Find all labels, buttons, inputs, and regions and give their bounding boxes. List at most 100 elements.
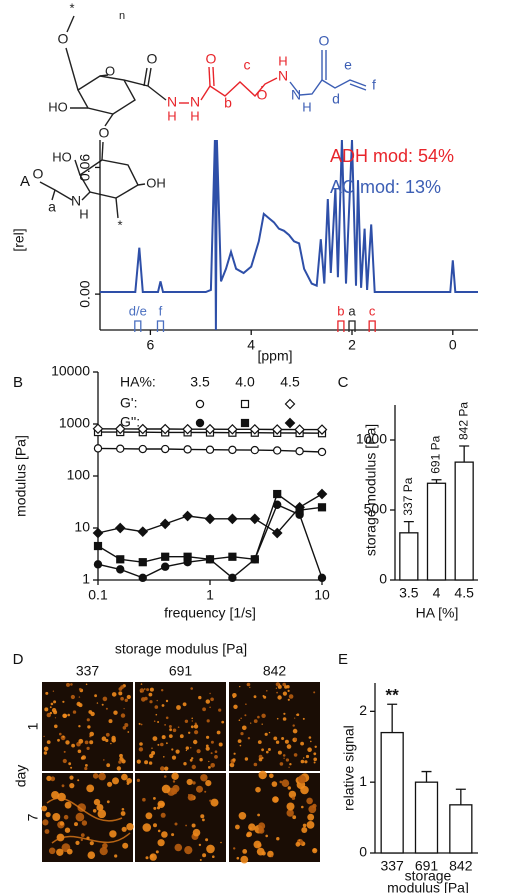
marker [138, 444, 147, 454]
cell-speck [44, 829, 50, 834]
marker [159, 518, 171, 530]
cell-speck [284, 685, 288, 689]
peak-marker [156, 320, 165, 332]
marker [160, 444, 170, 454]
cell-speck [57, 792, 66, 802]
cell-speck [151, 747, 153, 749]
cell-speck [246, 831, 252, 837]
column-label: 337 [76, 663, 100, 679]
cell-speck [92, 773, 99, 779]
cell-speck [160, 766, 165, 771]
cell-speck [308, 805, 317, 814]
cell-speck [236, 856, 240, 860]
cell-speck [304, 760, 308, 764]
cell-speck [87, 851, 96, 859]
cell-speck [56, 848, 64, 856]
cell-speck [41, 805, 48, 812]
cell-speck [86, 746, 90, 751]
cell-speck [244, 757, 249, 761]
cell-speck [182, 702, 187, 707]
atom-label: O [257, 87, 268, 103]
atom-label: N [167, 94, 177, 110]
cell-speck [106, 800, 110, 804]
cell-speck [242, 849, 248, 854]
cell-speck [210, 752, 213, 755]
cell-speck [86, 718, 90, 722]
atom-label: N [291, 87, 301, 103]
cell-speck [120, 713, 126, 718]
atom-label: N [190, 94, 200, 110]
cell-speck [216, 730, 221, 735]
marker [295, 446, 304, 456]
cell-speck [257, 813, 260, 817]
cell-speck [188, 731, 191, 734]
marker [272, 446, 282, 455]
marker [116, 555, 125, 564]
y-tick-label: 2 [359, 702, 367, 718]
cell-speck [53, 710, 58, 715]
cell-speck [291, 796, 296, 800]
cell-speck [150, 854, 154, 858]
marker [249, 513, 261, 525]
cell-speck [62, 758, 67, 764]
cell-speck [78, 738, 84, 744]
peak-label: a [348, 303, 356, 318]
cell-speck [43, 751, 48, 755]
cell-speck [258, 827, 265, 834]
cell-speck [184, 719, 189, 723]
bar [380, 731, 404, 854]
cell-speck [210, 697, 214, 702]
cell-speck [253, 719, 258, 723]
cell-speck [286, 809, 294, 817]
annotation: AC mod: 13% [330, 177, 441, 197]
error-bar [459, 445, 470, 463]
cell-speck [172, 780, 176, 783]
cell-speck [71, 743, 75, 748]
bond [99, 74, 109, 77]
cell-speck [109, 830, 117, 838]
cell-speck [271, 781, 278, 787]
x-tick-label: 4 [247, 337, 255, 353]
cell-speck [85, 764, 88, 767]
cell-speck [245, 703, 247, 705]
cell-speck [293, 753, 298, 757]
cell-speck [142, 797, 146, 802]
significance: ** [386, 686, 400, 705]
cell-speck [205, 838, 209, 842]
cell-speck [124, 698, 128, 702]
cell-speck [196, 749, 201, 754]
cell-speck [144, 688, 146, 690]
cell-speck [209, 799, 212, 802]
cell-speck [302, 823, 307, 828]
cell-speck [305, 754, 310, 759]
cell-speck [191, 720, 193, 722]
cell-speck [286, 744, 292, 749]
cell-speck [151, 751, 156, 755]
cell-speck [275, 687, 277, 689]
marker [159, 423, 171, 435]
cell-speck [283, 712, 286, 715]
panel-letter: B [13, 374, 23, 391]
cell-speck [194, 730, 199, 735]
cell-speck [220, 841, 222, 844]
cell-speck [286, 802, 295, 811]
micrograph [135, 682, 226, 771]
atom-label: O [99, 125, 110, 141]
cell-speck [212, 855, 215, 858]
bond [115, 197, 119, 219]
spectrum [100, 140, 478, 330]
marker [137, 423, 149, 435]
cell-speck [282, 691, 287, 696]
cell-speck [152, 736, 158, 741]
cell-speck [89, 740, 94, 745]
cell-speck [199, 859, 202, 861]
marker [114, 423, 126, 435]
peak-marker [348, 320, 356, 332]
cell-speck [76, 701, 81, 707]
cell-speck [261, 713, 266, 718]
cell-speck [75, 812, 85, 822]
cell-speck [97, 809, 107, 819]
cell-speck [52, 813, 61, 821]
cell-speck [62, 713, 67, 718]
cell-speck [157, 829, 161, 833]
